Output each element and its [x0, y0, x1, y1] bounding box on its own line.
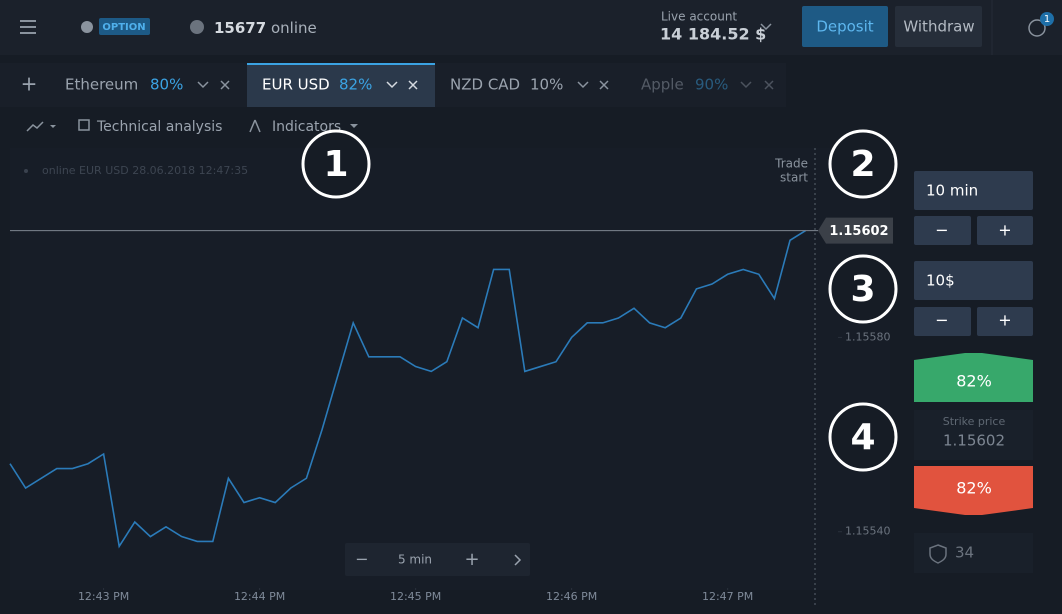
chart-type-icon[interactable]: [26, 121, 44, 132]
shield-icon: [929, 544, 947, 564]
menu-icon[interactable]: [20, 20, 36, 34]
x-tick-label: 12:44 PM: [234, 590, 285, 603]
chart-type-caret: [50, 125, 56, 128]
callout-circle: [828, 402, 898, 472]
amount-field[interactable]: [914, 261, 1033, 300]
online-label: online: [271, 19, 317, 37]
tab-payout: 10%: [530, 76, 563, 94]
x-tick-label: 12:43 PM: [78, 590, 129, 603]
active-tab-indicator: [247, 63, 435, 65]
legend-bullet: [24, 169, 28, 173]
y-tick-label: 1.15540: [845, 525, 891, 538]
tab-payout: 90%: [695, 76, 728, 94]
duration-field[interactable]: [914, 171, 1033, 210]
amount: 10$: [926, 272, 955, 290]
tab-payout: 80%: [150, 76, 183, 94]
callout-number: 1: [323, 144, 348, 185]
deposit-label: Deposit: [816, 18, 873, 36]
y-tick-label: 1.15580: [845, 330, 891, 343]
trade-start-label: Trade: [774, 157, 808, 171]
tab-chevron: [740, 81, 752, 89]
add-tab[interactable]: +: [21, 72, 38, 96]
tab-close[interactable]: [764, 80, 774, 90]
tab[interactable]: Ethereum 80%: [65, 76, 230, 94]
online-count: 15677: [214, 19, 266, 37]
brand-badge: [99, 18, 150, 35]
x-tick-label: 12:47 PM: [702, 590, 753, 603]
lower-button[interactable]: [914, 466, 1033, 515]
indicators-caret: [350, 124, 358, 128]
balance: 14 184.52 $: [660, 25, 766, 44]
chart-legend: online EUR USD 28.06.2018 12:47:35: [42, 164, 248, 177]
tab[interactable]: NZD CAD 10%: [450, 76, 609, 94]
tab-payout: 82%: [339, 76, 372, 94]
tab-close[interactable]: [599, 80, 609, 90]
price-line: [9, 229, 807, 549]
tab-chevron: [577, 81, 589, 89]
tab-name: Apple: [641, 76, 684, 94]
callout-circle: [828, 254, 898, 324]
protection-box[interactable]: [914, 533, 1033, 573]
callout-number: 2: [850, 144, 875, 185]
brand: OPTION: [102, 22, 145, 33]
plus-label: +: [998, 311, 1011, 330]
online-icon: [190, 20, 204, 34]
tab-chevron: [386, 81, 398, 89]
notification-count: 1: [1044, 14, 1050, 25]
duration: 10 min: [926, 182, 978, 200]
notification-badge: [1040, 12, 1054, 26]
tab-close[interactable]: [408, 80, 418, 90]
duration-minus[interactable]: [914, 216, 971, 245]
x-tick-label: 12:45 PM: [390, 590, 441, 603]
timeframe-value: 5 min: [398, 553, 432, 567]
protection-count: 34: [955, 544, 974, 562]
timeframe-bar: [345, 543, 530, 576]
lower-payout: 82%: [956, 479, 992, 498]
price-tag: [818, 217, 893, 244]
minus-label: −: [935, 311, 948, 330]
minus-label: −: [935, 221, 948, 240]
x-tick-label: 12:46 PM: [546, 590, 597, 603]
plus-label: +: [998, 221, 1011, 240]
chart-area: [10, 148, 890, 590]
callout-number: 3: [850, 269, 875, 310]
account-chevron[interactable]: [760, 23, 772, 31]
withdraw-button[interactable]: [895, 6, 982, 47]
indicators-icon: [249, 119, 261, 133]
amount-plus[interactable]: [977, 307, 1033, 336]
active-tab[interactable]: [247, 63, 435, 107]
timeframe-plus[interactable]: +: [464, 549, 479, 570]
price-tag-label: 1.15602: [829, 224, 888, 239]
callout-circle: [301, 129, 371, 199]
tab-name: Ethereum: [65, 76, 138, 94]
higher-payout: 82%: [956, 372, 992, 391]
callout-number: 4: [850, 417, 875, 458]
timeframe-minus[interactable]: −: [355, 550, 368, 569]
tab-name: NZD CAD: [450, 76, 520, 94]
tab-chevron: [197, 81, 209, 89]
duration-plus[interactable]: [977, 216, 1033, 245]
trade-start-label: start: [780, 171, 808, 185]
higher-button[interactable]: [914, 353, 1033, 402]
tab-close[interactable]: [220, 80, 230, 90]
tab-name: EUR USD: [262, 76, 330, 94]
tab[interactable]: Apple 90%: [641, 76, 774, 94]
indicators[interactable]: Indicators: [272, 119, 341, 135]
timeframe-next[interactable]: [514, 554, 522, 566]
amount-minus[interactable]: [914, 307, 971, 336]
strike-box: [914, 410, 1033, 460]
deposit-button[interactable]: [802, 6, 888, 47]
strike-value: 1.15602: [943, 432, 1005, 450]
technical-analysis[interactable]: Technical analysis: [96, 119, 222, 135]
account-label: Live account: [661, 10, 737, 24]
logo-icon: [81, 21, 93, 33]
callout-circle: [828, 129, 898, 199]
help-icon[interactable]: [1028, 19, 1046, 37]
online-status: 15677 online: [214, 19, 317, 37]
withdraw-label: Withdraw: [903, 18, 974, 36]
strike-label: Strike price: [943, 415, 1006, 428]
analysis-icon: [78, 119, 90, 131]
